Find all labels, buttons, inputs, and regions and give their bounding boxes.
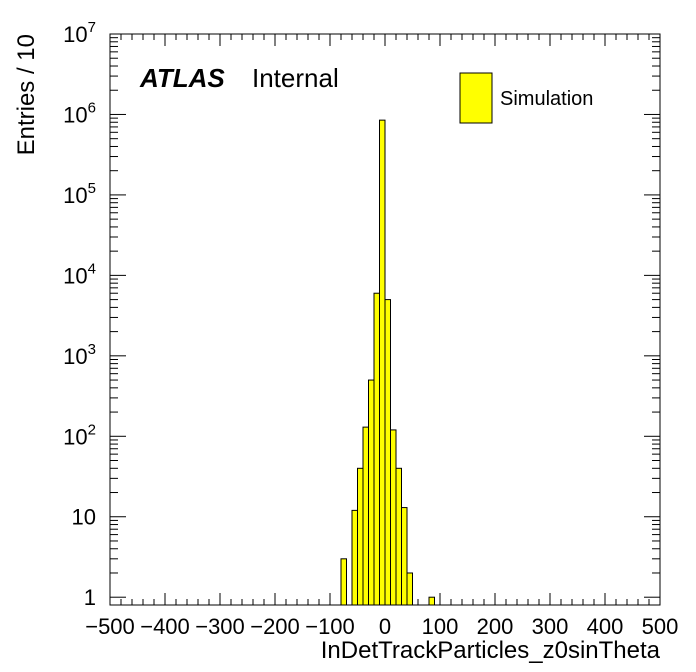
legend: Simulation bbox=[459, 72, 593, 124]
histogram-bar bbox=[368, 379, 375, 606]
x-tick-label: 0 bbox=[379, 614, 391, 639]
x-tick-label: 200 bbox=[477, 614, 514, 639]
histogram-bar bbox=[384, 299, 391, 606]
histogram-bars bbox=[340, 119, 435, 606]
x-tick-label: −300 bbox=[195, 614, 245, 639]
atlas-label: ATLAS bbox=[139, 63, 225, 93]
histogram-bar bbox=[357, 467, 364, 606]
histogram-bar bbox=[351, 509, 358, 606]
x-axis-title: InDetTrackParticles_z0sinTheta bbox=[321, 637, 661, 664]
x-tick-label: −500 bbox=[85, 614, 135, 639]
x-tick-label: 500 bbox=[642, 614, 679, 639]
histogram-bar bbox=[362, 426, 369, 606]
y-tick-label: 102 bbox=[63, 421, 96, 449]
histogram-bar bbox=[428, 596, 435, 606]
y-tick-label: 104 bbox=[63, 260, 96, 288]
x-tick-labels: −500 −400 −300 −200 −100 0 100 200 300 400 500 bbox=[85, 614, 678, 639]
x-tick-label: −100 bbox=[305, 614, 355, 639]
x-tick-label: 400 bbox=[587, 614, 624, 639]
y-tick-label: 106 bbox=[63, 99, 96, 127]
x-tick-label: 300 bbox=[532, 614, 569, 639]
x-tick-label: −400 bbox=[140, 614, 190, 639]
histogram-bar bbox=[406, 572, 413, 606]
histogram-bar bbox=[390, 429, 397, 606]
y-tick-label: 103 bbox=[63, 341, 96, 369]
axis-ticks bbox=[109, 33, 661, 605]
internal-label: Internal bbox=[252, 63, 339, 93]
legend-swatch bbox=[459, 72, 493, 124]
histogram-bar bbox=[340, 558, 347, 606]
y-tick-label: 107 bbox=[63, 19, 96, 47]
histogram-bar bbox=[379, 119, 386, 606]
y-tick-labels: 1 10 102 103 104 105 106 107 bbox=[63, 19, 96, 610]
y-tick-label: 10 bbox=[72, 505, 96, 530]
y-axis-title: Entries / 10 bbox=[13, 34, 40, 155]
y-tick-label: 1 bbox=[84, 585, 96, 610]
histogram-bar bbox=[395, 467, 402, 606]
y-tick-label: 105 bbox=[63, 180, 96, 208]
histogram-bar bbox=[401, 507, 408, 606]
legend-label: Simulation bbox=[500, 88, 593, 110]
histogram-bar bbox=[373, 292, 380, 606]
x-tick-label: 100 bbox=[422, 614, 459, 639]
x-tick-label: −200 bbox=[250, 614, 300, 639]
